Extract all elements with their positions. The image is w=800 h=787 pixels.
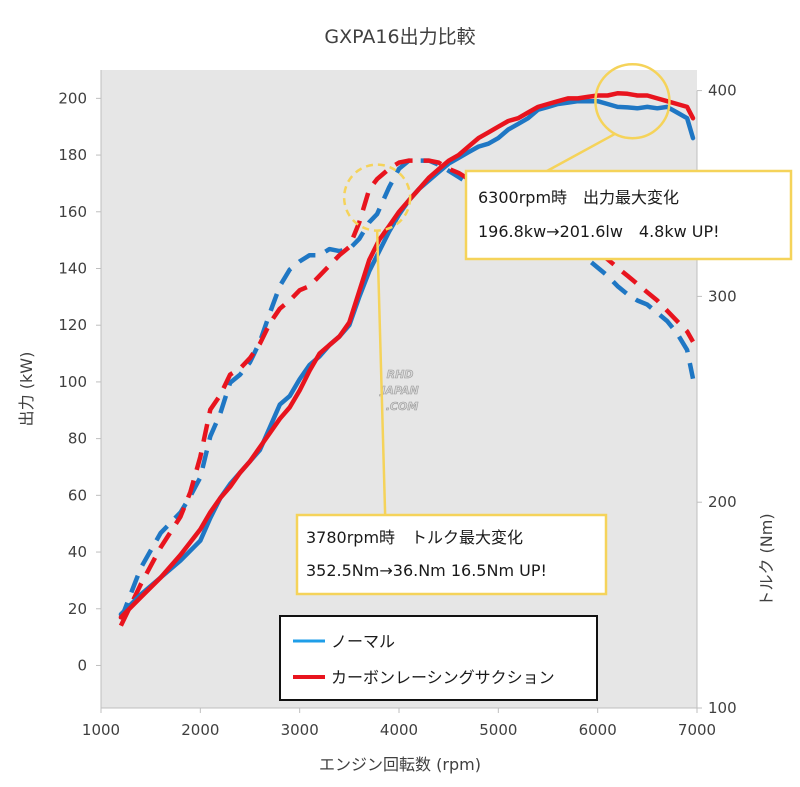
legend: ノーマル カーボンレーシングサクション	[279, 615, 598, 701]
power-leader-line	[546, 133, 616, 173]
y-tick-label: 180	[58, 146, 87, 164]
y-tick-label: 160	[58, 203, 87, 221]
x-tick-label: 6000	[579, 721, 617, 739]
y-tick-label: 20	[68, 600, 87, 618]
x-tick-label: 5000	[479, 721, 517, 739]
y-tick-label: 80	[68, 430, 87, 448]
watermark-line2: JAPAN	[379, 384, 418, 397]
power-callout-line1: 6300rpm時 出力最大変化	[478, 188, 679, 207]
x-tick-label: 1000	[82, 721, 120, 739]
y-tick-label: 200	[58, 89, 87, 107]
x-tick-label: 4000	[380, 721, 418, 739]
legend-label-carbon: カーボンレーシングサクション	[331, 668, 555, 687]
legend-label-normal: ノーマル	[331, 632, 395, 651]
legend-box	[279, 615, 598, 701]
power-highlight-circle	[594, 62, 671, 140]
watermark-line3: .COM	[386, 400, 419, 413]
y-tick-label: 0	[77, 656, 87, 674]
series-layer	[118, 91, 696, 627]
torque-annotation: 3780rpm時 トルク最大変化 352.5Nm→36.Nm 16.5Nm UP…	[295, 163, 608, 596]
power-annotation: 6300rpm時 出力最大変化 196.8kw→201.6lw 4.8kw UP…	[464, 62, 793, 261]
x-tick-label: 2000	[181, 721, 219, 739]
power-callout-line2: 196.8kw→201.6lw 4.8kw UP!	[478, 222, 720, 241]
axes-layer: 1000 2000 3000 4000 5000 6000 7000 0 20 40 60 80 100…	[58, 70, 737, 739]
y-axis-title: 出力 (kW)	[17, 352, 36, 427]
y2-tick-label: 100	[708, 699, 737, 717]
y-tick-label: 100	[58, 373, 87, 391]
x-tick-label: 7000	[678, 721, 716, 739]
y2-tick-label: 300	[708, 287, 737, 305]
x-tick-label: 3000	[281, 721, 319, 739]
y2-tick-label: 400	[708, 82, 737, 100]
y-tick-label: 40	[68, 543, 87, 561]
torque-callout-box	[295, 513, 608, 596]
y2-tick-label: 200	[708, 493, 737, 511]
y-tick-label: 140	[58, 259, 87, 277]
y-tick-label: 120	[58, 316, 87, 334]
torque-leader-line	[375, 230, 387, 516]
chart-title: GXPA16出力比較	[324, 26, 475, 48]
watermark-line1: RHD	[387, 368, 414, 381]
power-callout-box	[464, 169, 793, 261]
y-tick-label: 60	[68, 486, 87, 504]
torque-callout-line1: 3780rpm時 トルク最大変化	[306, 528, 523, 547]
series-power-carbon	[118, 91, 696, 620]
x-axis-title: エンジン回転数 (rpm)	[319, 755, 481, 774]
y2-axis-title: トルク (Nm)	[757, 513, 776, 606]
site-watermark: RHD JAPAN .COM	[379, 368, 419, 414]
torque-callout-line2: 352.5Nm→36.Nm 16.5Nm UP!	[306, 561, 547, 580]
